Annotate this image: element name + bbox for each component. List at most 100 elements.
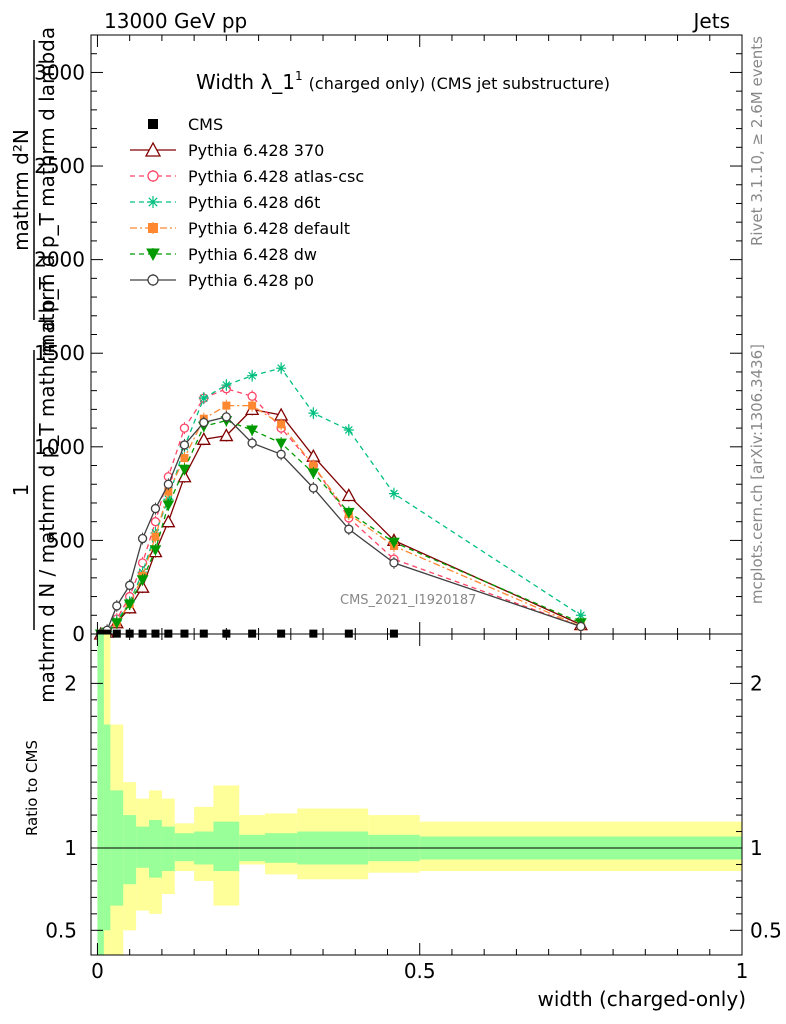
series-point xyxy=(180,454,189,463)
series-line xyxy=(100,408,582,635)
series-point xyxy=(344,524,354,534)
y-tick-label: 500 xyxy=(47,528,85,552)
watermark: CMS_2021_I1920187 xyxy=(340,593,476,608)
series-point xyxy=(178,464,191,476)
series-point xyxy=(307,468,320,480)
series-point xyxy=(162,500,175,511)
legend-marker xyxy=(148,119,158,129)
series-point xyxy=(308,408,319,419)
series-point xyxy=(308,483,319,493)
series-point xyxy=(179,423,190,433)
series-point xyxy=(219,428,234,442)
legend-label: Pythia 6.428 dw xyxy=(188,245,317,264)
legend-label: Pythia 6.428 370 xyxy=(188,141,324,160)
x-tick-label: 0.5 xyxy=(404,959,436,983)
legend-marker xyxy=(147,170,159,182)
series-point xyxy=(150,503,161,514)
plot-title: Width λ_11 (charged only) (CMS jet substr… xyxy=(196,69,610,94)
ylabel-prefix-num: 1 xyxy=(9,484,33,497)
legend-label: Pythia 6.428 p0 xyxy=(188,271,314,290)
band-green xyxy=(103,724,111,931)
series-point xyxy=(275,438,287,450)
series-point xyxy=(343,424,354,435)
series-point xyxy=(246,425,258,436)
legend-marker xyxy=(147,274,159,286)
series-point xyxy=(136,575,149,586)
ratio-y-tick-label-right: 2 xyxy=(750,671,763,695)
series-point xyxy=(389,558,399,568)
ratio-y-tick-label-right: 0.5 xyxy=(750,918,782,942)
ylabel-num: mathrm d²N xyxy=(9,129,33,251)
y-tick-label: 3000 xyxy=(34,60,85,84)
ratio-frame xyxy=(90,633,743,956)
series-point xyxy=(575,610,586,621)
series-point xyxy=(135,579,150,593)
series-point xyxy=(110,618,123,629)
plot-title-sup: 1 xyxy=(295,69,303,83)
series-point xyxy=(247,370,258,381)
plot-title-main: Width λ_1 xyxy=(196,70,295,94)
series-point xyxy=(164,487,173,496)
series-point xyxy=(247,391,257,401)
series-point xyxy=(341,488,356,502)
legend-marker xyxy=(144,141,162,157)
series-point xyxy=(199,417,209,428)
y-tick-label: 2000 xyxy=(34,248,85,272)
series-point xyxy=(163,479,173,489)
ratio-y-tick-label-right: 1 xyxy=(750,836,763,860)
header-right: Jets xyxy=(692,9,730,33)
series-point xyxy=(151,532,160,541)
series-point xyxy=(137,533,148,544)
ratio-y-tick-label: 0.5 xyxy=(45,918,77,942)
legend-marker xyxy=(147,196,159,208)
series-point xyxy=(125,580,135,590)
band-green xyxy=(174,833,195,862)
series-point xyxy=(149,545,162,556)
band-green xyxy=(161,826,175,872)
band-green xyxy=(149,820,162,878)
ylabel-den: mathrm d p_T mathrm d lambda xyxy=(35,27,59,353)
y-tick-label: 2500 xyxy=(34,154,85,178)
mcplots-label: mcplots.cern.ch [arXiv:1306.3436] xyxy=(748,344,766,604)
series-point xyxy=(123,599,136,611)
rivet-label: Rivet 3.1.10, ≥ 2.6M events xyxy=(748,36,766,246)
band-green xyxy=(97,634,104,955)
legend-marker xyxy=(146,248,160,262)
band-green xyxy=(123,815,137,885)
series-point xyxy=(247,438,257,448)
series-point xyxy=(388,537,400,549)
series-point xyxy=(196,431,211,445)
series-point xyxy=(222,401,231,410)
series-point xyxy=(276,363,287,374)
series-point xyxy=(576,621,586,632)
y-tick-label: 1000 xyxy=(34,435,85,459)
x-tick-label: 0 xyxy=(91,959,104,983)
y-tick-label: 1500 xyxy=(34,341,85,365)
x-tick-label: 1 xyxy=(736,959,749,983)
band-green xyxy=(136,826,150,868)
legend-label: Pythia 6.428 default xyxy=(188,219,350,238)
series-point xyxy=(342,507,355,519)
series-line xyxy=(100,416,582,635)
legend-label: Pythia 6.428 atlas-csc xyxy=(188,167,364,186)
series-point xyxy=(276,449,286,459)
series-point xyxy=(161,514,176,528)
series-point xyxy=(221,380,232,391)
series-point xyxy=(221,412,232,422)
series-point xyxy=(198,393,209,404)
header-left: 13000 GeV pp xyxy=(104,9,247,33)
ratio-panel: 0.5 0.51 12 20 0.5 1 xyxy=(45,634,782,983)
series-line xyxy=(100,367,582,635)
series-point xyxy=(112,601,122,611)
legend-label: Pythia 6.428 d6t xyxy=(188,193,320,212)
series-point xyxy=(248,401,257,410)
plot-title-suffix: (charged only) (CMS jet substructure) xyxy=(309,74,610,93)
series-point xyxy=(179,440,190,450)
main-ylabel: 1 mathrm d N / mathrm d p_T mathrm d p_T… xyxy=(9,27,59,703)
series-point xyxy=(277,420,286,429)
main-panel: 0 500 1000 1500 2000 2500 3000 xyxy=(34,35,743,646)
ratio-y-tick-label: 1 xyxy=(64,836,77,860)
legend: CMS Pythia 6.428 370 Pythia 6.428 atlas-cs… xyxy=(130,115,364,290)
ratio-y-tick-label: 2 xyxy=(64,671,77,695)
